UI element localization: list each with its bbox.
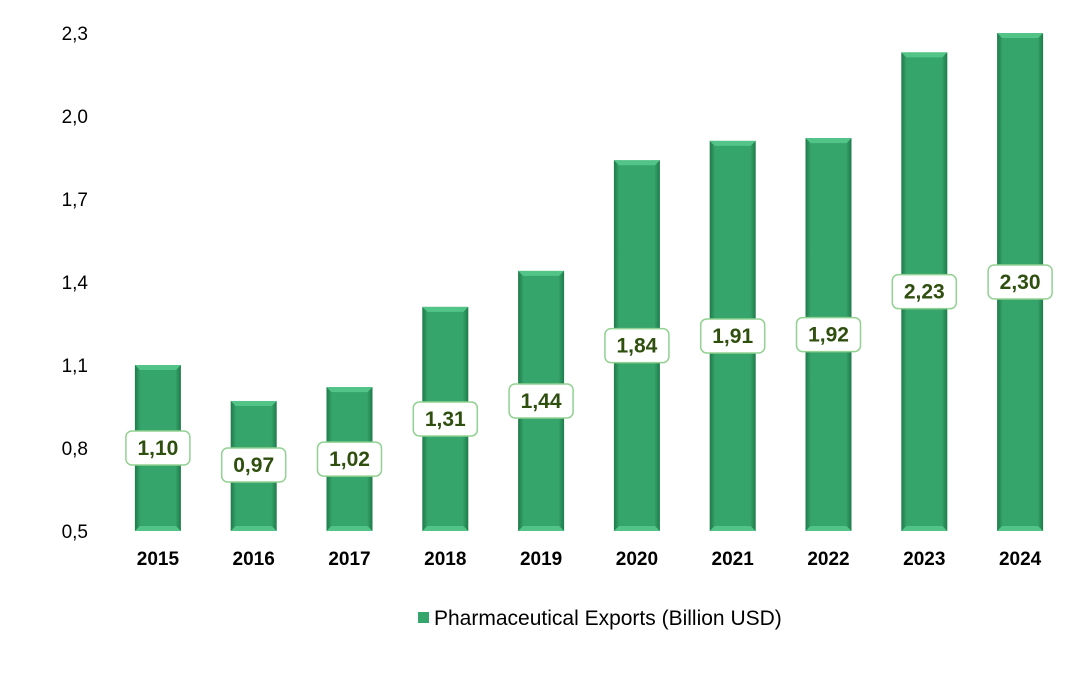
data-label: 1,84	[604, 327, 670, 364]
bar-bottom-bevel	[613, 526, 660, 531]
x-tick-label: 2024	[999, 549, 1042, 570]
bar-bottom-bevel	[709, 526, 756, 531]
data-label-box	[412, 401, 479, 437]
data-label-box	[508, 383, 574, 419]
y-tick-label: 0,8	[62, 439, 88, 460]
bar-top-bevel	[518, 270, 565, 276]
data-labels: 1,10 0,97 1,02 1,31 1,44 1,84 1,91 1,92 2,23 2,30	[125, 264, 1053, 483]
bar-top-bevel	[997, 33, 1044, 38]
bar-bottom-bevel	[134, 526, 181, 531]
x-tick-label: 2020	[616, 549, 658, 570]
data-label: 2,30	[987, 264, 1053, 300]
x-tick-label: 2023	[903, 549, 945, 570]
legend: Pharmaceutical Exports (Billion USD)	[418, 607, 782, 630]
bar-bottom-bevel	[997, 526, 1044, 531]
data-label-text: 2,23	[904, 281, 945, 304]
data-label-box	[987, 264, 1053, 300]
data-label: 1,92	[795, 316, 862, 353]
data-label-text: 1,31	[425, 408, 466, 431]
data-label-text: 1,10	[137, 437, 178, 460]
data-label: 1,44	[508, 383, 574, 419]
bar-top-bevel	[805, 138, 852, 144]
y-tick-label: 1,1	[62, 356, 88, 377]
bar-top-bevel	[230, 400, 277, 406]
data-label-box	[125, 430, 191, 466]
bar-bottom-bevel	[518, 526, 565, 531]
y-axis: 0,5 0,8 1,1 1,4 1,7 2,0 2,3	[62, 24, 89, 543]
data-label-box	[795, 316, 862, 353]
x-tick-label: 2019	[520, 549, 562, 570]
data-label-box	[699, 318, 766, 354]
bar-bottom-bevel	[230, 526, 277, 531]
y-tick-label: 2,3	[62, 24, 88, 45]
x-tick-label: 2022	[807, 549, 849, 570]
y-tick-label: 0,5	[62, 522, 88, 543]
bar-bottom-bevel	[422, 526, 469, 531]
legend-swatch	[418, 612, 429, 623]
data-label: 1,31	[412, 401, 479, 437]
data-label: 1,91	[699, 318, 766, 354]
y-tick-label: 1,4	[62, 273, 89, 294]
data-label: 1,10	[125, 430, 191, 466]
y-tick-label: 1,7	[62, 190, 88, 211]
data-label-text: 1,02	[329, 448, 370, 471]
bar-bottom-bevel	[901, 526, 948, 531]
x-tick-label: 2018	[424, 549, 466, 570]
data-label: 0,97	[220, 447, 287, 483]
data-label-box	[604, 327, 670, 364]
bar-top-bevel	[709, 140, 756, 146]
data-label-text: 1,44	[521, 390, 562, 413]
data-label-box	[316, 441, 383, 477]
bar-top-bevel	[134, 365, 181, 370]
legend-label: Pharmaceutical Exports (Billion USD)	[434, 607, 782, 630]
data-label: 1,02	[316, 441, 383, 477]
bar-top-bevel	[422, 306, 469, 312]
x-axis: 2015 2016 2017 2018 2019 2020 2021 2022 2023 2024	[137, 549, 1042, 570]
data-label-text: 2,30	[1000, 271, 1041, 294]
data-label-box	[220, 447, 287, 483]
data-label-text: 1,92	[808, 324, 849, 347]
bar-bottom-bevel	[326, 526, 373, 531]
bar-top-bevel	[901, 52, 948, 58]
y-tick-label: 2,0	[62, 107, 88, 128]
data-label: 2,23	[891, 273, 958, 310]
x-tick-label: 2016	[233, 549, 275, 570]
x-tick-label: 2017	[328, 549, 370, 570]
bar-bottom-bevel	[805, 526, 852, 531]
data-label-text: 1,91	[712, 325, 753, 348]
data-label-box	[891, 273, 958, 310]
x-tick-label: 2021	[712, 549, 755, 570]
bar-top-bevel	[613, 160, 660, 166]
data-label-text: 0,97	[233, 454, 274, 477]
data-label-text: 1,84	[616, 335, 657, 358]
bar-top-bevel	[326, 387, 373, 393]
x-tick-label: 2015	[137, 549, 180, 570]
